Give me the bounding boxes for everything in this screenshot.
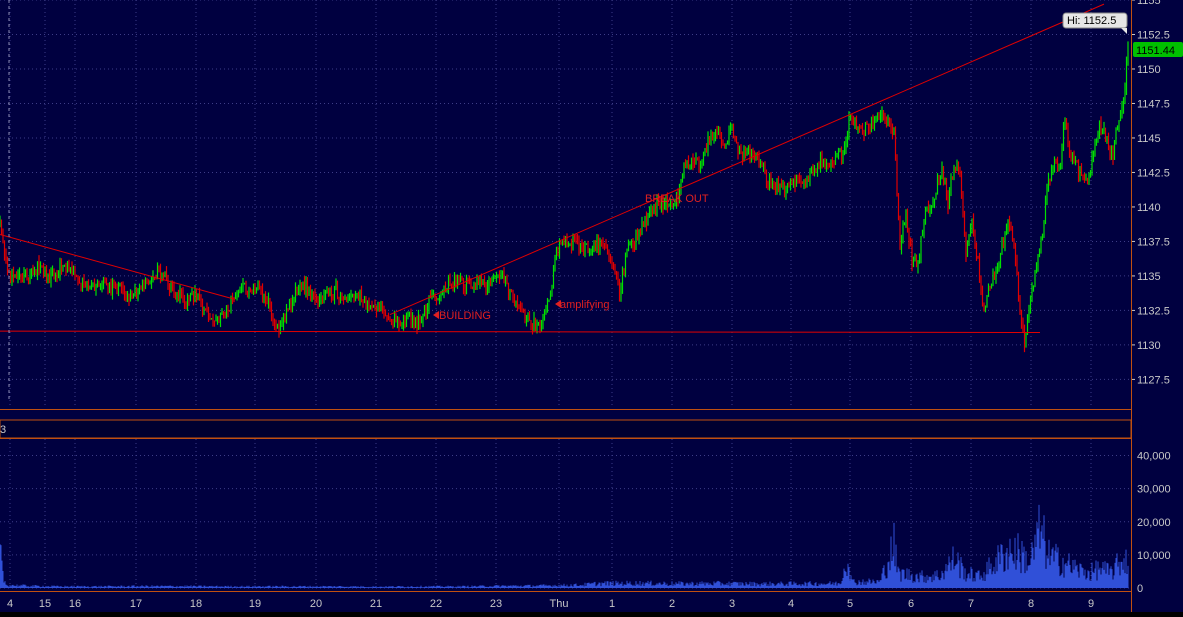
price-tick-label: 1130 xyxy=(1137,340,1161,352)
annotation-building-arrow xyxy=(433,311,439,319)
x-tick-label: 6 xyxy=(908,598,914,610)
price-tick-label: 1137.5 xyxy=(1137,236,1170,248)
price-tick-label: 1127.5 xyxy=(1137,374,1170,386)
x-tick-label: 16 xyxy=(69,598,81,610)
volume-tick-label: 20,000 xyxy=(1137,517,1171,529)
x-axis-ticks: 4 15 16 17 18 19 20 21 22 23 Thu 1 2 3 4 5 6 7 8 9 xyxy=(7,598,1094,610)
last-price-label: 1151.44 xyxy=(1136,45,1175,57)
x-tick-label: 21 xyxy=(370,598,382,610)
price-tick-label: 1147.5 xyxy=(1137,98,1170,110)
volume-tick-label: 40,000 xyxy=(1137,451,1171,463)
main-grid xyxy=(0,0,1131,407)
x-tick-label: 19 xyxy=(249,598,261,610)
axis-separator xyxy=(1131,0,1132,612)
x-tick-label: 23 xyxy=(490,598,502,610)
x-tick-label: 18 xyxy=(190,598,202,610)
annotation-amplifying-arrow xyxy=(555,300,561,308)
price-tick-label: 1150 xyxy=(1137,64,1161,76)
trendline[interactable] xyxy=(389,3,1105,316)
main-panel-bottom-border xyxy=(0,409,1131,410)
trendline[interactable] xyxy=(0,234,236,300)
price-tick-label: 1145 xyxy=(1137,133,1161,145)
x-tick-label: 9 xyxy=(1088,598,1094,610)
volume-tick-label: 0 xyxy=(1137,583,1143,595)
annotation-amplifying: amplifying xyxy=(560,299,610,311)
x-tick-label: 17 xyxy=(130,598,142,610)
x-tick-label: 1 xyxy=(609,598,615,610)
x-tick-label: 22 xyxy=(430,598,442,610)
x-tick-label: 7 xyxy=(968,598,974,610)
volume-tick-label: 10,000 xyxy=(1137,550,1171,562)
price-tick-label: 1142.5 xyxy=(1137,167,1170,179)
volume-bars xyxy=(0,504,1129,588)
x-tick-label: 4 xyxy=(788,598,794,610)
price-tick-label: 1140 xyxy=(1137,202,1161,214)
price-axis-ticks: 1127.5 1130 1132.5 1135 1137.5 1140 1142.5 1145… xyxy=(1131,0,1170,386)
volume-panel-top-border xyxy=(0,438,1131,439)
x-tick-label: 2 xyxy=(669,598,675,610)
volume-tick-label: 30,000 xyxy=(1137,484,1171,496)
x-tick-label: 3 xyxy=(729,598,735,610)
volume-panel-bottom-border xyxy=(0,591,1131,592)
last-price-badge xyxy=(1133,42,1183,57)
price-bars xyxy=(0,41,1129,353)
x-tick-label: 5 xyxy=(847,598,853,610)
high-price-label-pointer xyxy=(1121,28,1127,34)
annotation-building: BUILDING xyxy=(439,310,491,322)
annotation-break-out: BREAK OUT xyxy=(645,193,709,205)
price-tick-label: 1152.5 xyxy=(1137,29,1170,41)
x-tick-label: 20 xyxy=(310,598,322,610)
volume-axis-ticks: 0 10,000 20,000 30,000 40,000 xyxy=(1137,451,1171,595)
high-price-label: Hi: 1152.5 xyxy=(1067,15,1116,27)
price-tick-label: 1155 xyxy=(1137,0,1161,7)
trendline[interactable] xyxy=(0,330,1041,333)
x-tick-label: 8 xyxy=(1028,598,1034,610)
x-tick-label: Thu xyxy=(550,598,569,610)
price-tick-label: 1132.5 xyxy=(1137,305,1170,317)
high-price-label-box xyxy=(1062,12,1128,29)
trendlines xyxy=(0,3,1105,333)
x-tick-label: 4 xyxy=(7,598,13,610)
x-tick-label: 15 xyxy=(39,598,51,610)
indicator-header[interactable] xyxy=(0,419,1132,439)
indicator-label: 3 xyxy=(0,424,6,436)
price-tick-label: 1135 xyxy=(1137,271,1161,283)
